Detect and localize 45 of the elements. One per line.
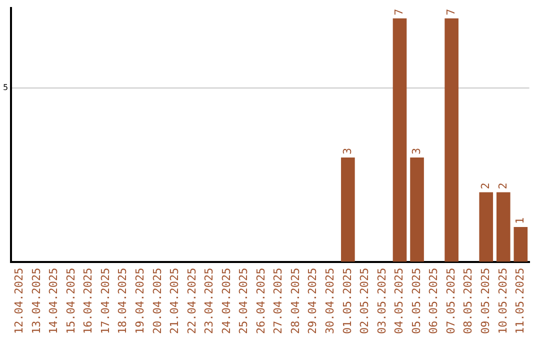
x-tick-label: 20.04.2025 [150, 268, 164, 334]
x-tick-label: 13.04.2025 [30, 268, 43, 334]
x-tick-label: 06.05.2025 [427, 268, 440, 334]
bar [444, 18, 458, 262]
x-tick-label: 19.04.2025 [134, 268, 147, 334]
data-label: 3 [410, 148, 423, 154]
x-tick-label: 16.04.2025 [82, 268, 95, 334]
x-tick-label: 27.04.2025 [272, 268, 285, 334]
x-tick-label: 10.05.2025 [496, 268, 510, 334]
x-tick-label: 08.05.2025 [462, 268, 475, 334]
x-tick-label: 14.04.2025 [47, 268, 60, 334]
x-tick-label: 07.05.2025 [444, 268, 458, 334]
x-tick-label: 29.04.2025 [306, 268, 320, 334]
x-tick-label: 11.05.2025 [514, 268, 527, 334]
x-tick-label: 01.05.2025 [340, 268, 354, 334]
y-tick-label: 5 [2, 83, 8, 92]
x-tick-label: 24.04.2025 [220, 268, 233, 334]
data-label: 7 [444, 8, 458, 16]
x-tick-label: 09.05.2025 [478, 268, 492, 334]
bar [341, 157, 355, 262]
x-tick-label: 25.04.2025 [237, 268, 250, 334]
x-tick-label: 03.05.2025 [375, 268, 388, 334]
bar [496, 192, 510, 262]
x-tick-label: 12.04.2025 [12, 268, 26, 334]
data-label: 2 [478, 182, 492, 190]
x-tick-label: 17.04.2025 [98, 268, 112, 334]
bar [410, 157, 424, 262]
x-tick-label: 05.05.2025 [410, 268, 423, 334]
x-tick-label: 26.04.2025 [254, 268, 268, 334]
x-tick-label: 28.04.2025 [288, 268, 302, 334]
data-label: 3 [340, 148, 354, 154]
x-tick-label: 30.04.2025 [324, 268, 337, 334]
x-tick-label: 15.04.2025 [64, 268, 78, 334]
x-tick-label: 22.04.2025 [185, 268, 198, 334]
x-tick-label: 02.05.2025 [358, 268, 372, 334]
data-label: 7 [392, 8, 406, 16]
x-tick-label: 04.05.2025 [392, 268, 406, 334]
bar [392, 18, 407, 262]
data-label: 1 [514, 217, 527, 224]
x-tick-label: 21.04.2025 [168, 268, 182, 334]
bar [514, 227, 528, 262]
data-label: 2 [496, 182, 510, 190]
x-tick-label: 18.04.2025 [116, 268, 130, 334]
bar [479, 192, 494, 262]
x-tick-label: 23.04.2025 [202, 268, 216, 334]
